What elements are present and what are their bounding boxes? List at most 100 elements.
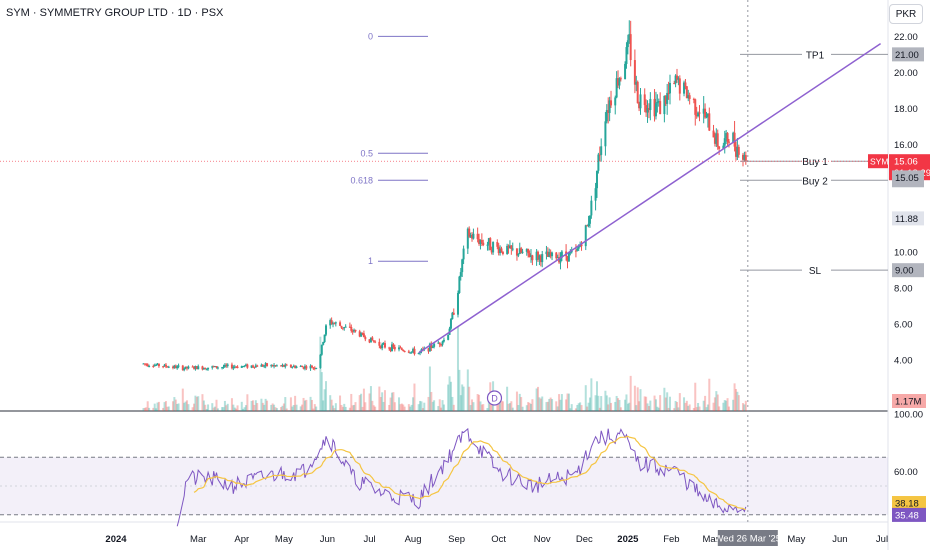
candle-body [235, 366, 238, 368]
volume-bar [152, 407, 155, 411]
candle-body [666, 92, 669, 104]
candle-body [194, 366, 197, 369]
candle-body [626, 40, 629, 48]
price-tag [892, 211, 924, 226]
volume-bar [388, 404, 391, 411]
candle-body [597, 154, 600, 171]
volume-bar [430, 391, 433, 411]
candle-body [143, 363, 146, 365]
candle-body [212, 366, 215, 368]
candle-body [299, 366, 302, 368]
candle-body [697, 112, 700, 117]
volume-bar [389, 397, 392, 411]
candle-body [466, 228, 469, 249]
candle-body [187, 366, 190, 369]
volume-bar [713, 397, 716, 411]
time-axis-label: Aug [405, 534, 422, 545]
volume-bar [423, 402, 426, 411]
volume-bar [294, 395, 297, 411]
volume-bar [273, 404, 276, 411]
volume-bar [330, 399, 333, 411]
candle-body [638, 103, 641, 109]
candle-body [417, 352, 420, 355]
candle-body [155, 364, 158, 366]
volume-bar [183, 402, 186, 411]
candle-body [191, 366, 194, 368]
volume-bar [576, 404, 579, 411]
volume-bar [441, 400, 444, 411]
volume-bar [143, 407, 146, 411]
volume-bar [677, 407, 680, 411]
candle-body [736, 146, 739, 157]
candle-body [309, 365, 312, 369]
candle-body [332, 323, 335, 325]
volume-bar [584, 385, 587, 411]
volume-bar [176, 403, 179, 411]
volume-bar [667, 407, 670, 411]
candle-body [667, 92, 670, 94]
candle-body [163, 364, 166, 367]
candle-body [261, 364, 264, 367]
candle-body [614, 97, 617, 106]
volume-bar [320, 372, 323, 411]
candle-body [437, 342, 440, 344]
volume-bar [569, 408, 572, 411]
candle-body [744, 155, 747, 162]
candle-body [566, 256, 569, 262]
volume-bar [580, 405, 583, 411]
candle-body [600, 146, 603, 155]
volume-bar [608, 397, 611, 411]
currency-button[interactable]: PKR [889, 4, 923, 24]
volume-bar [361, 406, 364, 411]
candle-body [250, 365, 253, 368]
candle-body [569, 252, 572, 254]
candle-body [413, 348, 416, 355]
volume-bar [615, 395, 618, 411]
candle-body [378, 341, 381, 346]
candle-body [310, 365, 313, 368]
support-trendline [418, 42, 882, 354]
candle-body [625, 47, 628, 64]
candle-body [305, 366, 308, 369]
fib-level-label: 0 [368, 31, 373, 41]
volume-bar [478, 394, 481, 411]
candle-body [382, 343, 385, 345]
volume-bar [678, 393, 681, 411]
candle-body [323, 334, 326, 343]
volume-bar [368, 393, 371, 411]
volume-bar [214, 406, 217, 411]
candle-body [390, 344, 393, 351]
volume-bar [340, 404, 343, 411]
candle-body [266, 363, 269, 367]
time-axis-label: Mar [190, 534, 206, 545]
volume-bar [393, 402, 396, 411]
candle-body [718, 146, 721, 149]
candle-body [315, 367, 318, 369]
volume-bar [235, 408, 238, 411]
candle-body [162, 366, 165, 368]
last-price-text: 15.06 [894, 157, 918, 168]
candle-body [166, 366, 169, 368]
candle-body [732, 132, 735, 143]
candle-body [588, 215, 591, 224]
candle-body [702, 108, 705, 114]
rsi-ma-line [193, 435, 746, 511]
candle-body [654, 103, 657, 117]
volume-bar [400, 403, 403, 411]
volume-tag-text: 1.17M [895, 397, 921, 408]
volume-bar [486, 408, 489, 411]
candle-body [280, 365, 283, 367]
price-tag [892, 170, 924, 185]
volume-bar [289, 397, 292, 411]
candle-body [674, 75, 677, 84]
candle-body [232, 366, 235, 369]
volume-bar [292, 405, 295, 411]
volume-bar [607, 404, 610, 411]
volume-bar [339, 395, 342, 411]
volume-bar [163, 402, 166, 411]
candle-body [684, 82, 687, 87]
candle-body [486, 244, 489, 246]
volume-bar [687, 405, 690, 411]
candle-body [153, 365, 156, 367]
